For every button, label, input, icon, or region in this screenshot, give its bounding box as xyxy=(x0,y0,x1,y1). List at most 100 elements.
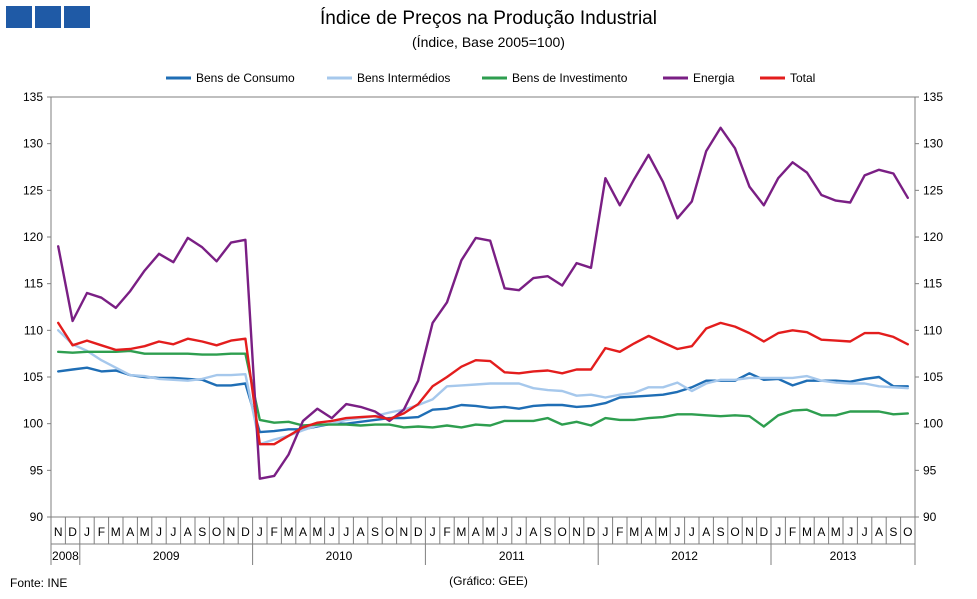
x-month-label: J xyxy=(847,525,853,539)
x-month-label: D xyxy=(414,525,423,539)
x-month-label: D xyxy=(241,525,250,539)
x-month-label: A xyxy=(299,525,307,539)
y-tick-label-left: 110 xyxy=(24,323,43,337)
x-month-label: A xyxy=(645,525,653,539)
x-month-label: J xyxy=(775,525,781,539)
x-month-label: N xyxy=(399,525,408,539)
x-month-label: F xyxy=(98,525,105,539)
logo-block-icon xyxy=(35,6,61,28)
y-tick-label-right: 135 xyxy=(923,90,943,104)
x-month-label: F xyxy=(271,525,278,539)
x-month-label: M xyxy=(284,525,294,539)
x-month-label: S xyxy=(371,525,379,539)
x-month-label: J xyxy=(156,525,162,539)
x-month-label: M xyxy=(140,525,150,539)
x-month-label: M xyxy=(802,525,812,539)
x-year-label: 2011 xyxy=(499,549,525,563)
x-month-label: O xyxy=(212,525,221,539)
x-month-label: F xyxy=(616,525,623,539)
y-tick-label-right: 120 xyxy=(923,230,943,244)
x-month-label: N xyxy=(54,525,63,539)
logo-block-icon xyxy=(6,6,32,28)
x-month-label: D xyxy=(759,525,768,539)
ine-logo xyxy=(6,6,90,28)
chart-source: Fonte: INE xyxy=(10,576,68,590)
x-month-label: O xyxy=(385,525,394,539)
y-tick-label-right: 90 xyxy=(923,510,937,524)
x-month-label: O xyxy=(903,525,912,539)
x-month-label: A xyxy=(184,525,192,539)
y-tick-label-right: 100 xyxy=(923,417,943,431)
x-month-label: S xyxy=(544,525,552,539)
x-month-label: F xyxy=(789,525,796,539)
y-tick-label-right: 110 xyxy=(923,323,942,337)
x-month-label: M xyxy=(629,525,639,539)
x-month-label: J xyxy=(862,525,868,539)
x-month-label: A xyxy=(529,525,537,539)
x-month-label: F xyxy=(443,525,450,539)
x-year-label: 2008 xyxy=(52,549,79,563)
x-month-label: A xyxy=(817,525,825,539)
y-tick-label-left: 120 xyxy=(23,230,43,244)
x-month-label: A xyxy=(875,525,883,539)
legend-label-energia: Energia xyxy=(693,71,735,85)
plot-frame xyxy=(50,96,916,518)
x-month-label: O xyxy=(730,525,739,539)
y-tick-label-right: 105 xyxy=(923,370,943,384)
x-month-label: N xyxy=(227,525,236,539)
x-month-label: M xyxy=(312,525,322,539)
x-month-label: N xyxy=(572,525,581,539)
legend-label-bens-de-consumo: Bens de Consumo xyxy=(196,71,295,85)
x-month-label: J xyxy=(84,525,90,539)
x-month-label: J xyxy=(674,525,680,539)
x-month-label: S xyxy=(889,525,897,539)
chart-subtitle: (Índice, Base 2005=100) xyxy=(412,34,565,50)
series-line-bens-de-investimento xyxy=(57,349,909,429)
legend-label-total: Total xyxy=(790,71,815,85)
x-month-label: J xyxy=(170,525,176,539)
x-month-label: J xyxy=(329,525,335,539)
x-month-label: J xyxy=(257,525,263,539)
x-month-label: A xyxy=(702,525,710,539)
y-tick-label-left: 90 xyxy=(30,510,44,524)
series-line-bens-intermedios xyxy=(57,329,909,446)
x-month-label: M xyxy=(485,525,495,539)
y-tick-label-right: 130 xyxy=(923,137,943,151)
x-month-label: M xyxy=(658,525,668,539)
series-line-energia xyxy=(57,126,909,480)
x-month-label: J xyxy=(602,525,608,539)
logo-block-icon xyxy=(64,6,90,28)
x-month-label: S xyxy=(717,525,725,539)
x-month-label: M xyxy=(831,525,841,539)
y-tick-label-left: 100 xyxy=(23,417,43,431)
x-month-label: O xyxy=(558,525,567,539)
x-year-label: 2009 xyxy=(153,549,180,563)
y-tick-label-left: 125 xyxy=(23,183,43,197)
x-year-label: 2012 xyxy=(671,549,698,563)
chart-title: Índice de Preços na Produção Industrial xyxy=(320,8,657,29)
x-month-label: D xyxy=(68,525,77,539)
x-month-label: J xyxy=(516,525,522,539)
legend-label-bens-intermedios: Bens Intermédios xyxy=(357,71,450,85)
x-month-label: M xyxy=(456,525,466,539)
x-month-label: J xyxy=(502,525,508,539)
x-month-label: S xyxy=(198,525,206,539)
y-tick-label-left: 95 xyxy=(30,463,44,477)
chart-credit: (Gráfico: GEE) xyxy=(449,574,528,588)
x-month-label: J xyxy=(689,525,695,539)
x-month-label: D xyxy=(587,525,596,539)
x-year-label: 2010 xyxy=(326,549,353,563)
legend-label-bens-de-investimento: Bens de Investimento xyxy=(512,71,628,85)
x-month-label: A xyxy=(357,525,365,539)
y-tick-label-left: 115 xyxy=(24,277,43,291)
x-month-label: A xyxy=(126,525,134,539)
x-month-label: J xyxy=(430,525,436,539)
y-tick-label-left: 130 xyxy=(23,137,43,151)
y-tick-label-left: 105 xyxy=(23,370,43,384)
x-month-label: A xyxy=(472,525,480,539)
y-tick-label-right: 95 xyxy=(923,463,937,477)
y-tick-label-left: 135 xyxy=(23,90,43,104)
y-tick-label-right: 115 xyxy=(923,277,942,291)
x-month-label: N xyxy=(745,525,754,539)
